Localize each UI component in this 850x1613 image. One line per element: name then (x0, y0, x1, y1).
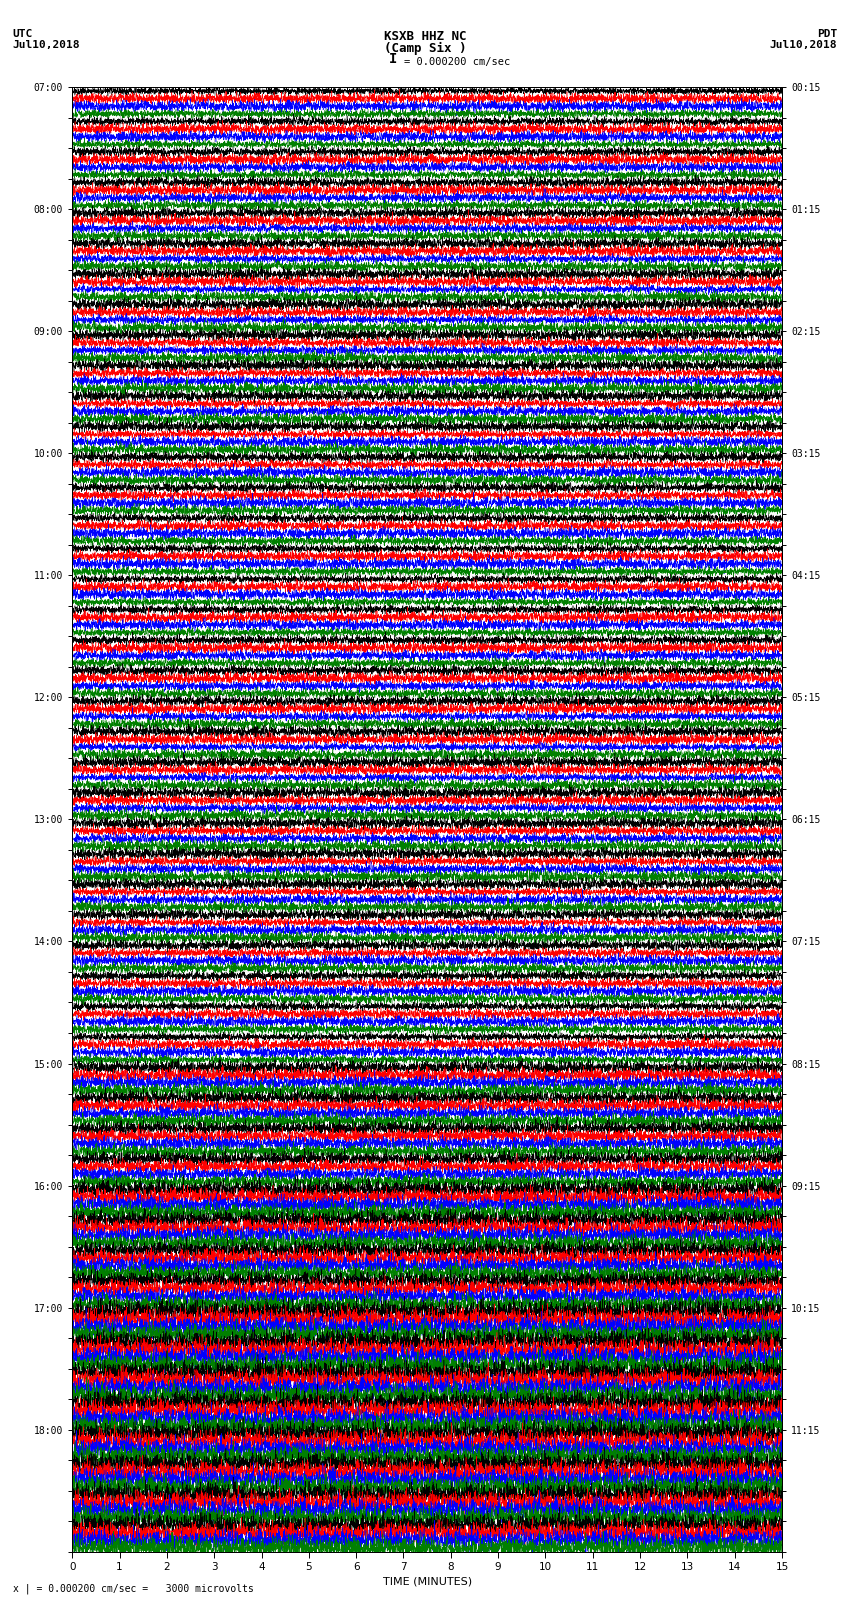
Text: = 0.000200 cm/sec: = 0.000200 cm/sec (404, 56, 510, 66)
Text: Jul10,2018: Jul10,2018 (13, 40, 80, 50)
X-axis label: TIME (MINUTES): TIME (MINUTES) (382, 1576, 472, 1586)
Text: I: I (389, 52, 398, 66)
Text: x | = 0.000200 cm/sec =   3000 microvolts: x | = 0.000200 cm/sec = 3000 microvolts (13, 1582, 253, 1594)
Text: UTC: UTC (13, 29, 33, 39)
Text: KSXB HHZ NC: KSXB HHZ NC (383, 29, 467, 44)
Text: PDT: PDT (817, 29, 837, 39)
Text: (Camp Six ): (Camp Six ) (383, 42, 467, 55)
Text: Jul10,2018: Jul10,2018 (770, 40, 837, 50)
